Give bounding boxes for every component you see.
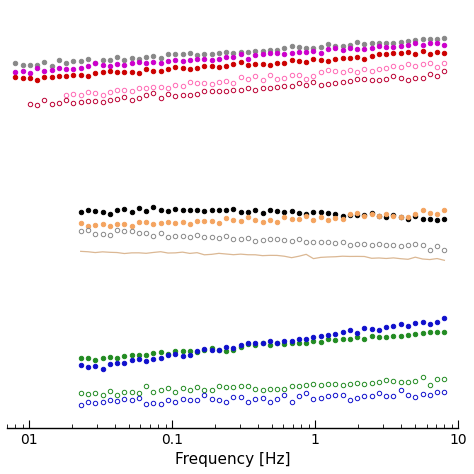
X-axis label: Frequency [Hz]: Frequency [Hz]	[175, 452, 291, 467]
